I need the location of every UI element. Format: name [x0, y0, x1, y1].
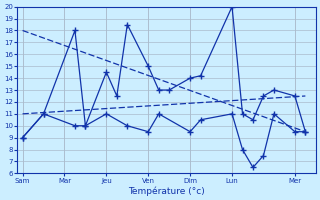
X-axis label: Température (°c): Température (°c)	[128, 186, 205, 196]
